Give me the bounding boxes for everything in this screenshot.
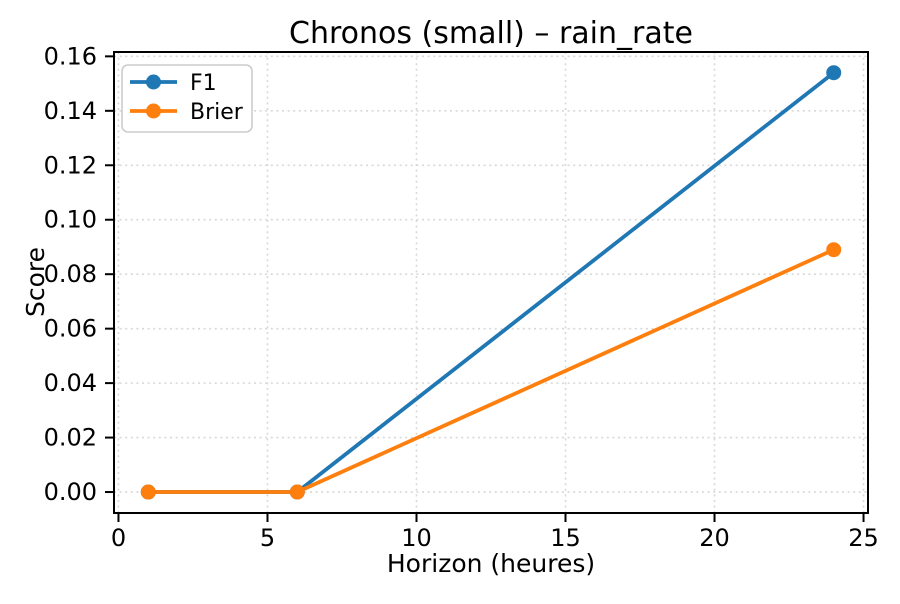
legend-marker — [146, 74, 161, 90]
data-point-f1 — [826, 65, 842, 81]
x-tick-label: 25 — [848, 524, 879, 552]
y-tick-label: 0.12 — [44, 151, 97, 179]
y-tick-label: 0.06 — [44, 315, 97, 343]
series-line-f1 — [148, 71, 835, 494]
data-point-brier — [289, 484, 305, 500]
data-point-brier — [826, 242, 842, 258]
series-line-brier — [148, 247, 835, 494]
legend-marker — [146, 103, 161, 119]
data-point-brier — [140, 484, 156, 500]
x-tick-label: 10 — [401, 524, 432, 552]
axes-spines — [113, 51, 869, 514]
y-tick-label: 0.16 — [44, 42, 97, 70]
legend-item-f1: F1 — [130, 71, 217, 96]
y-tick-label: 0.04 — [44, 369, 97, 397]
x-tick-label: 20 — [699, 524, 730, 552]
chart-title: Chronos (small) – rain_rate — [289, 16, 693, 51]
x-tick-label: 5 — [260, 524, 275, 552]
y-tick-label: 0.14 — [44, 97, 97, 125]
legend: F1 Brier — [121, 64, 253, 133]
x-axis-label: Horizon (heures) — [387, 549, 595, 578]
y-tick-label: 0.10 — [44, 206, 97, 234]
y-axis-label: Score — [21, 247, 50, 317]
x-tick-label: 0 — [111, 524, 126, 552]
legend-item-brier: Brier — [130, 100, 244, 125]
y-tick-label: 0.00 — [44, 478, 97, 506]
y-tick-label: 0.08 — [44, 260, 97, 288]
legend-label: F1 — [190, 71, 217, 96]
plot-area: 0 5 10 15 20 25 0.00 0.02 0.04 0.06 0.08 0.10 0.12 0.… — [44, 42, 879, 552]
y-tick-label: 0.02 — [44, 424, 97, 452]
x-tick-label: 15 — [550, 524, 581, 552]
legend-label: Brier — [190, 100, 244, 125]
